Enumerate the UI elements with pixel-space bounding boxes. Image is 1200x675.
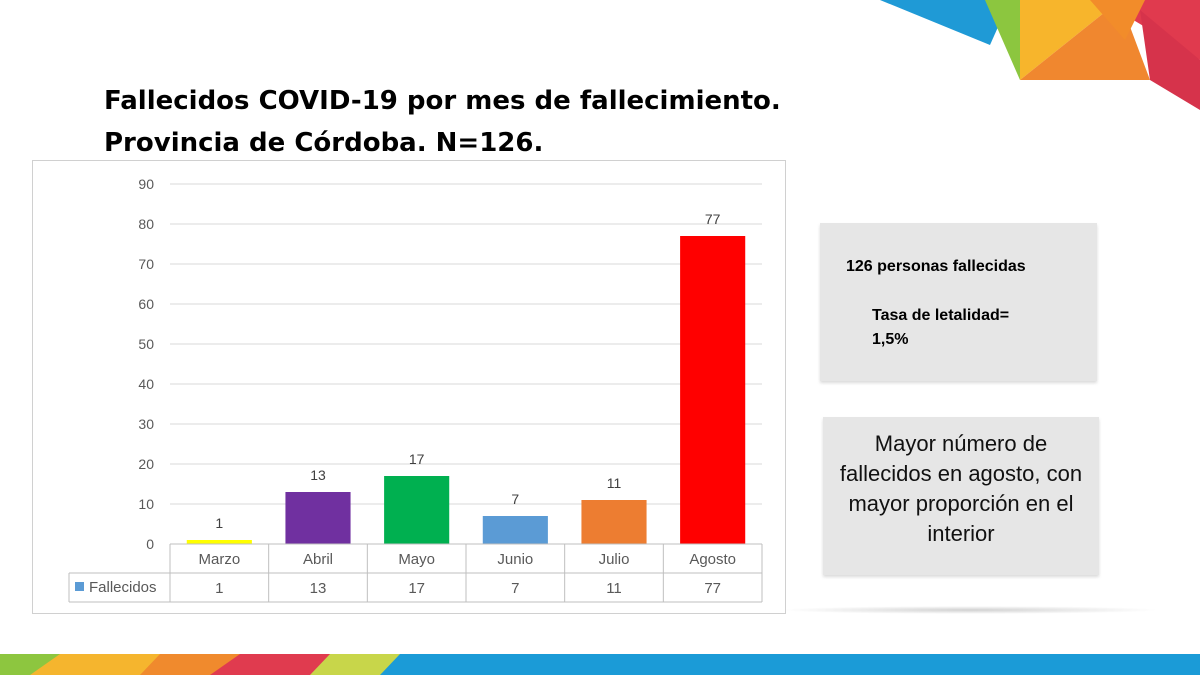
y-tick-label: 0 (146, 536, 154, 552)
bar (384, 476, 450, 544)
category-label: Marzo (198, 551, 240, 568)
chart-frame: 0 10 20 30 40 50 60 70 80 90 1 13 17 7 11 77 Marzo Abril M… (32, 160, 786, 614)
y-tick-label: 80 (138, 216, 154, 232)
bar (482, 516, 548, 544)
legend-label: Fallecidos (89, 579, 157, 596)
decorative-shadow (780, 606, 1160, 614)
data-label: 7 (511, 491, 519, 507)
bar (186, 540, 252, 544)
y-tick-label: 30 (138, 416, 154, 432)
y-tick-label: 10 (138, 496, 154, 512)
data-label: 1 (215, 515, 223, 531)
category-label: Junio (497, 551, 533, 568)
category-label: Julio (599, 551, 630, 568)
data-label: 13 (310, 467, 326, 483)
category-label: Abril (303, 551, 333, 568)
table-value: 1 (215, 580, 223, 597)
decorative-stripe-bottom (0, 654, 1200, 675)
slide-title-line2: Provincia de Córdoba. N=126. (104, 128, 544, 158)
note-text: Mayor número de fallecidos en agosto, co… (839, 431, 1083, 546)
y-tick-label: 20 (138, 456, 154, 472)
y-tick-label: 40 (138, 376, 154, 392)
note-box: Mayor número de fallecidos en agosto, co… (823, 417, 1099, 575)
decorative-shapes-top (880, 0, 1200, 110)
lethality-rate-text: Tasa de letalidad= 1,5% (872, 307, 1010, 348)
bar (285, 492, 351, 544)
table-value: 7 (511, 580, 519, 597)
bar (680, 236, 746, 544)
table-value: 77 (704, 580, 721, 597)
table-value: 13 (310, 580, 327, 597)
slide-title-line1: Fallecidos COVID-19 por mes de fallecimi… (104, 86, 781, 116)
table-value: 11 (606, 580, 622, 597)
bar (581, 500, 647, 544)
table-value: 17 (408, 580, 425, 597)
y-tick-label: 70 (138, 256, 154, 272)
y-tick-label: 60 (138, 296, 154, 312)
y-tick-label: 90 (138, 176, 154, 192)
data-label: 77 (705, 211, 721, 227)
deaths-total-text: 126 personas fallecidas (846, 258, 1026, 275)
slide-title: Fallecidos COVID-19 por mes de fallecimi… (104, 80, 781, 164)
data-label: 11 (607, 475, 622, 491)
y-tick-label: 50 (138, 336, 154, 352)
data-label: 17 (409, 451, 425, 467)
category-label: Agosto (689, 551, 736, 568)
category-label: Mayo (398, 551, 435, 568)
legend-key (75, 582, 84, 591)
summary-box: 126 personas fallecidas Tasa de letalida… (820, 223, 1097, 381)
